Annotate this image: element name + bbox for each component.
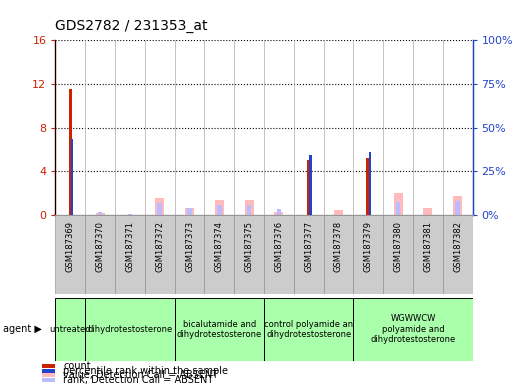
Bar bbox=[369, 152, 371, 215]
Bar bbox=[155, 197, 164, 215]
Bar bbox=[443, 215, 473, 294]
Text: GSM187371: GSM187371 bbox=[126, 221, 135, 272]
Bar bbox=[42, 373, 55, 377]
Bar bbox=[334, 210, 343, 215]
Bar bbox=[217, 205, 222, 215]
Text: control polyamide an
dihydrotestosterone: control polyamide an dihydrotestosterone bbox=[264, 319, 353, 339]
Bar bbox=[145, 215, 175, 294]
Text: GDS2782 / 231353_at: GDS2782 / 231353_at bbox=[55, 19, 208, 33]
Bar bbox=[324, 215, 353, 294]
Bar bbox=[247, 205, 251, 215]
Bar bbox=[277, 209, 281, 215]
Text: GSM187380: GSM187380 bbox=[393, 221, 402, 272]
Text: untreated: untreated bbox=[50, 325, 91, 334]
Bar bbox=[204, 215, 234, 294]
Bar bbox=[453, 196, 462, 215]
Text: WGWWCW
polyamide and
dihydrotestosterone: WGWWCW polyamide and dihydrotestosterone bbox=[370, 314, 456, 344]
Bar bbox=[294, 215, 324, 294]
Bar bbox=[157, 203, 162, 215]
Bar bbox=[383, 215, 413, 294]
Text: GSM187377: GSM187377 bbox=[304, 221, 313, 273]
Bar bbox=[185, 209, 194, 215]
Text: GSM187376: GSM187376 bbox=[275, 221, 284, 273]
Text: GSM187369: GSM187369 bbox=[66, 221, 75, 272]
Text: GSM187370: GSM187370 bbox=[96, 221, 105, 272]
Bar bbox=[264, 215, 294, 294]
Text: GSM187381: GSM187381 bbox=[423, 221, 432, 272]
Bar bbox=[175, 215, 204, 294]
Bar bbox=[353, 298, 473, 361]
Bar bbox=[413, 215, 443, 294]
Bar bbox=[187, 208, 192, 215]
Text: percentile rank within the sample: percentile rank within the sample bbox=[63, 366, 229, 376]
Text: GSM187382: GSM187382 bbox=[453, 221, 462, 272]
Text: GSM187379: GSM187379 bbox=[364, 221, 373, 272]
Bar bbox=[71, 139, 73, 215]
Text: GSM187374: GSM187374 bbox=[215, 221, 224, 272]
Bar bbox=[69, 89, 72, 215]
Bar bbox=[42, 364, 55, 368]
Text: GSM187373: GSM187373 bbox=[185, 221, 194, 273]
Bar bbox=[275, 212, 284, 215]
Bar bbox=[264, 298, 353, 361]
Bar bbox=[366, 158, 370, 215]
Text: count: count bbox=[63, 361, 91, 371]
Bar bbox=[128, 214, 132, 215]
Bar bbox=[96, 213, 105, 215]
Bar bbox=[244, 200, 253, 215]
Bar bbox=[55, 215, 85, 294]
Text: bicalutamide and
dihydrotestosterone: bicalutamide and dihydrotestosterone bbox=[177, 319, 262, 339]
Text: GSM187378: GSM187378 bbox=[334, 221, 343, 273]
Bar bbox=[175, 298, 264, 361]
Text: dihydrotestosterone: dihydrotestosterone bbox=[87, 325, 173, 334]
Text: GSM187375: GSM187375 bbox=[244, 221, 253, 272]
Text: GSM187372: GSM187372 bbox=[155, 221, 164, 272]
Bar bbox=[353, 215, 383, 294]
Bar bbox=[307, 161, 310, 215]
Text: agent ▶: agent ▶ bbox=[3, 324, 42, 334]
Bar bbox=[98, 212, 102, 215]
Bar bbox=[42, 378, 55, 382]
Bar bbox=[423, 208, 432, 215]
Bar bbox=[55, 298, 85, 361]
Bar bbox=[393, 194, 402, 215]
Bar bbox=[215, 200, 224, 215]
Text: rank, Detection Call = ABSENT: rank, Detection Call = ABSENT bbox=[63, 375, 214, 384]
Bar bbox=[85, 298, 175, 361]
Bar bbox=[234, 215, 264, 294]
Bar bbox=[396, 202, 400, 215]
Bar bbox=[115, 215, 145, 294]
Bar bbox=[42, 369, 55, 372]
Bar bbox=[456, 202, 460, 215]
Bar bbox=[85, 215, 115, 294]
Bar bbox=[309, 155, 312, 215]
Text: value, Detection Call = ABSENT: value, Detection Call = ABSENT bbox=[63, 370, 219, 380]
